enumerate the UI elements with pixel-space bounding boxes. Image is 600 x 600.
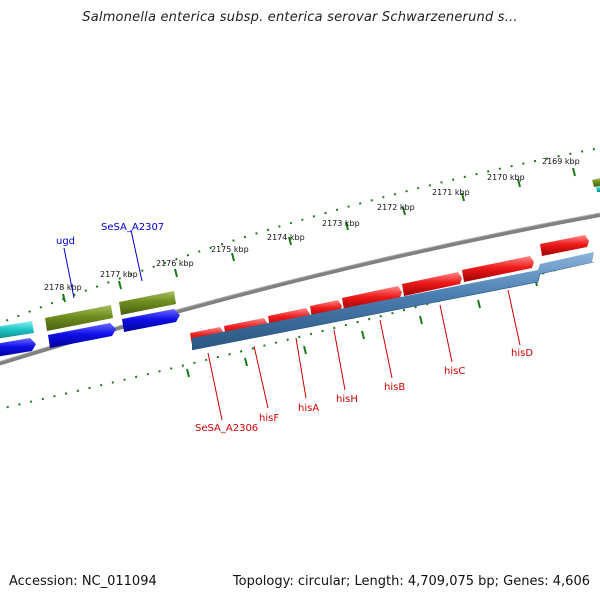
kbp-label-2172: 2172 kbp: [377, 203, 415, 212]
gene-label-hisa[interactable]: hisA: [298, 403, 319, 414]
gene-red-hisc[interactable]: [402, 272, 462, 296]
kbp-label-2176: 2176 kbp: [156, 259, 194, 268]
gene-cyan-left[interactable]: [0, 321, 34, 339]
gene-label-sesa-a2306[interactable]: SeSA_A2306: [195, 423, 258, 434]
kbp-label-2169: 2169 kbp: [542, 157, 580, 166]
gene-cyan-right-edge[interactable]: [596, 186, 600, 192]
kbp-label-2171: 2171 kbp: [432, 188, 470, 197]
cds-band-steel[interactable]: [192, 252, 594, 350]
gene-blue-3[interactable]: [122, 309, 180, 332]
accession-text: Accession: NC_011094: [9, 574, 157, 589]
gene-label-ugd[interactable]: ugd: [56, 236, 75, 247]
gene-blue-left[interactable]: [0, 338, 36, 357]
gene-label-hisf[interactable]: hisF: [259, 413, 279, 424]
label-lines-top: [63, 229, 143, 299]
inner-tick-ring: [0, 257, 600, 410]
gene-label-sesa-a2307[interactable]: SeSA_A2307: [101, 222, 164, 233]
kbp-label-2175: 2175 kbp: [211, 245, 249, 254]
gene-olive-ugd[interactable]: [45, 305, 113, 331]
kbp-label-2178: 2178 kbp: [44, 283, 82, 292]
gene-label-hish[interactable]: hisH: [336, 394, 358, 405]
gene-olive-right-edge[interactable]: [592, 178, 600, 187]
gene-olive-sesa-a2307[interactable]: [119, 291, 176, 315]
gene-label-hisb[interactable]: hisB: [384, 382, 405, 393]
gene-red-right[interactable]: [540, 235, 589, 256]
outer-major-ticks: [62, 167, 576, 303]
gene-red-hisb[interactable]: [342, 286, 402, 310]
kbp-label-2177: 2177 kbp: [100, 270, 138, 279]
map-title: Salmonella enterica subsp. enterica sero…: [82, 10, 518, 25]
genome-summary-text: Topology: circular; Length: 4,709,075 bp…: [232, 574, 590, 589]
kbp-labels: 2169 kbp 2170 kbp 2171 kbp 2172 kbp 2173…: [44, 157, 580, 292]
gene-blue-2[interactable]: [48, 323, 116, 348]
kbp-label-2173: 2173 kbp: [322, 219, 360, 228]
label-lines-bottom: [207, 289, 521, 421]
kbp-label-2174: 2174 kbp: [267, 233, 305, 242]
gene-label-hisc[interactable]: hisC: [444, 366, 465, 377]
kbp-label-2170: 2170 kbp: [487, 173, 525, 182]
gene-label-hisd[interactable]: hisD: [511, 348, 533, 359]
gene-red-hisd[interactable]: [462, 256, 534, 282]
